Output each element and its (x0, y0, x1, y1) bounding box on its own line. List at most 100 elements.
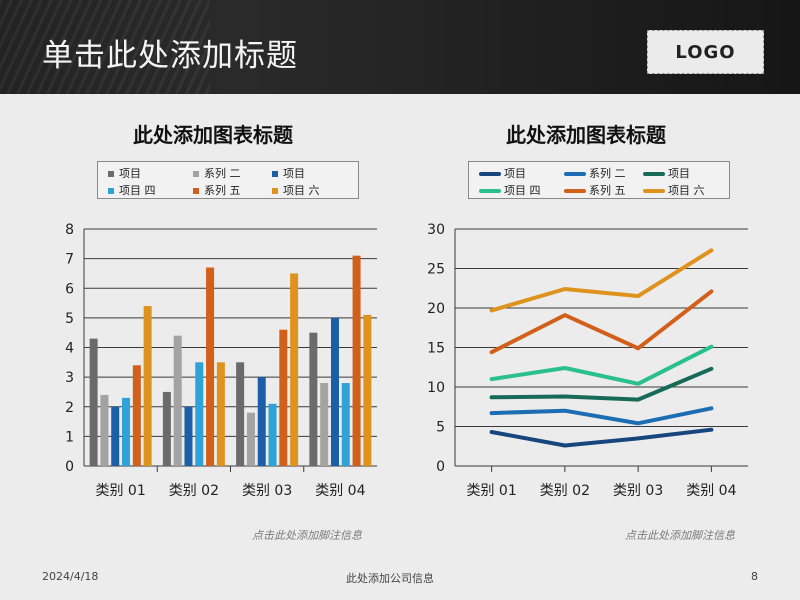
bar (184, 406, 193, 466)
line-chart-legend: 项目 系列 二 项目项目 四 系列 五 项目 六 (468, 161, 730, 199)
bar-chart-legend-item: 系列 二 (193, 165, 241, 181)
bar-chart-x-tick-label: 类别 03 (242, 483, 292, 499)
slide-title[interactable]: 单击此处添加标题 (42, 38, 298, 74)
bar-chart-y-tick-label: 6 (65, 281, 74, 297)
series-line (489, 248, 714, 313)
legend-swatch (193, 188, 199, 194)
slide-header: 单击此处添加标题 LOGO (0, 0, 800, 94)
legend-label: 项目 六 (668, 184, 705, 197)
bar (320, 383, 329, 466)
line-chart-y-tick-label: 5 (436, 420, 445, 436)
line-chart-x-tick-label: 类别 01 (466, 483, 516, 499)
series-line (489, 427, 714, 448)
line-chart-y-tick-label: 10 (427, 380, 445, 396)
bar (206, 267, 215, 466)
legend-swatch (643, 172, 665, 176)
line-chart-y-tick-label: 0 (436, 459, 445, 475)
legend-swatch (193, 171, 199, 177)
bar (216, 362, 225, 466)
bar (122, 397, 131, 466)
bar (89, 338, 98, 466)
bar-chart-y-tick-label: 1 (65, 429, 74, 445)
bar (352, 255, 361, 466)
footer-page-number: 8 (751, 570, 758, 583)
legend-label: 系列 五 (204, 184, 241, 197)
bar (268, 403, 277, 466)
line-chart-y-tick-label: 25 (427, 262, 445, 278)
bar-chart-x-tick-label: 类别 04 (315, 483, 365, 499)
bar-chart-y-tick-label: 3 (65, 370, 74, 386)
footer-company: 此处添加公司信息 (346, 572, 434, 585)
bar (279, 329, 288, 466)
series-line (489, 344, 714, 386)
bar-chart-y-tick-label: 5 (65, 311, 74, 327)
series-line (489, 406, 714, 426)
line-chart-legend-item: 项目 (643, 165, 690, 181)
bar (111, 406, 120, 466)
legend-label: 系列 五 (589, 184, 626, 197)
bar (257, 377, 266, 466)
line-chart-legend-item: 系列 二 (564, 165, 626, 181)
legend-swatch (564, 172, 586, 176)
line-chart-x-tick-label: 类别 02 (540, 483, 590, 499)
line-chart-legend-item: 系列 五 (564, 182, 626, 198)
bar-chart-legend-item: 系列 五 (193, 182, 241, 198)
legend-label: 项目 (504, 167, 526, 180)
footer-date: 2024/4/18 (42, 570, 99, 583)
legend-label: 项目 四 (504, 184, 541, 197)
bar (246, 412, 255, 466)
bar-chart-x-tick-label: 类别 02 (169, 483, 219, 499)
bar (290, 273, 299, 466)
bar (363, 314, 372, 466)
legend-swatch (272, 171, 278, 177)
line-chart-y-tick-label: 15 (427, 341, 445, 357)
bar (132, 365, 141, 466)
legend-swatch (108, 171, 114, 177)
line-chart-legend-item: 项目 六 (643, 182, 705, 198)
bar-chart-y-tick-label: 8 (65, 222, 74, 238)
legend-swatch (272, 188, 278, 194)
bar-chart-x-tick-label: 类别 01 (95, 483, 145, 499)
bar (330, 317, 339, 466)
line-chart-legend-item: 项目 四 (479, 182, 541, 198)
line-chart-x-tick-label: 类别 03 (613, 483, 663, 499)
bar-chart-legend-item: 项目 四 (108, 182, 156, 198)
bar (341, 383, 350, 466)
legend-label: 项目 (283, 167, 305, 180)
legend-label: 系列 二 (589, 167, 626, 180)
line-chart-y-tick-label: 20 (427, 301, 445, 317)
bar (236, 362, 245, 466)
legend-label: 项目 四 (119, 184, 156, 197)
bar (195, 362, 204, 466)
line-chart-footnote[interactable]: 点击此处添加脚注信息 (625, 529, 735, 542)
series-line (489, 366, 714, 402)
bar-chart-y-tick-label: 7 (65, 252, 74, 268)
legend-swatch (108, 188, 114, 194)
legend-swatch (479, 172, 501, 176)
bar-chart-footnote[interactable]: 点击此处添加脚注信息 (252, 529, 362, 542)
line-chart-title[interactable]: 此处添加图表标题 (506, 123, 666, 147)
bar-chart-title[interactable]: 此处添加图表标题 (133, 123, 293, 147)
line-chart-x-tick-label: 类别 04 (686, 483, 736, 499)
logo-placeholder[interactable]: LOGO (647, 30, 764, 74)
bar-chart-legend: 项目 系列 二 项目项目 四 系列 五 项目 六 (97, 161, 359, 199)
legend-label: 项目 (668, 167, 690, 180)
bar-chart-y-tick-label: 4 (65, 341, 74, 357)
bar (309, 332, 318, 466)
bar (100, 394, 109, 466)
bar-chart-legend-item: 项目 (108, 165, 141, 181)
legend-label: 系列 二 (204, 167, 241, 180)
legend-label: 项目 (119, 167, 141, 180)
bar-chart-legend-item: 项目 六 (272, 182, 320, 198)
legend-label: 项目 六 (283, 184, 320, 197)
bar (162, 391, 171, 466)
bar-chart-legend-item: 项目 (272, 165, 305, 181)
legend-swatch (643, 189, 665, 193)
line-chart-legend-item: 项目 (479, 165, 526, 181)
legend-swatch (479, 189, 501, 193)
bar (143, 306, 152, 466)
bar-chart-y-tick-label: 2 (65, 400, 74, 416)
bar (173, 335, 182, 466)
bar-chart-y-tick-label: 0 (65, 459, 74, 475)
